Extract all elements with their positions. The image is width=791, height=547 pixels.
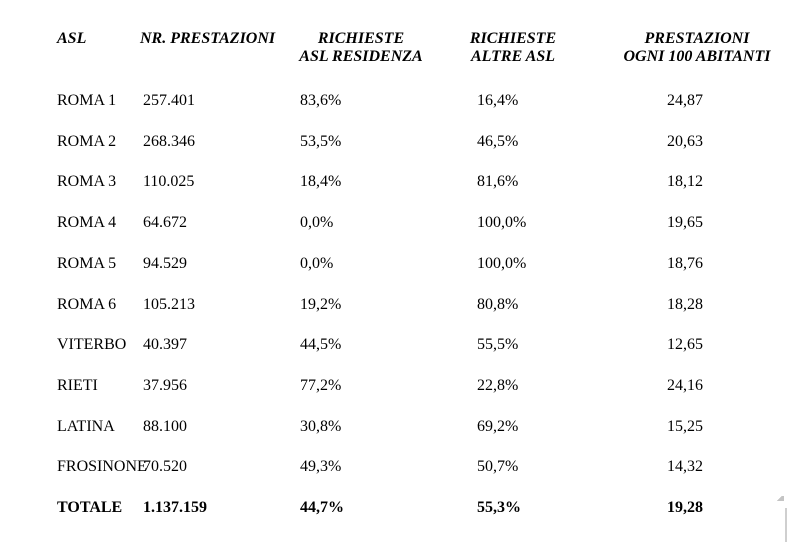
cell-nr-prestazioni: 70.520 bbox=[143, 458, 187, 476]
cell-richieste-asl-residenza: 49,3% bbox=[300, 458, 342, 476]
cell-prestazioni-ogni-100-abitanti: 19,65 bbox=[667, 214, 703, 232]
table-row: ROMA 6 105.213 19,2% 80,8% 18,28 bbox=[0, 295, 791, 315]
cell-richieste-altre-asl: 55,3% bbox=[477, 499, 521, 516]
cell-richieste-altre-asl: 55,5% bbox=[477, 336, 519, 354]
cell-nr-prestazioni: 1.137.159 bbox=[143, 499, 207, 516]
cell-prestazioni-ogni-100-abitanti: 18,12 bbox=[667, 173, 703, 191]
cell-asl: ROMA 6 bbox=[57, 295, 117, 313]
column-header-label: ALTRE ASL bbox=[470, 48, 556, 65]
cell-nr-prestazioni: 94.529 bbox=[143, 254, 187, 272]
table-row: FROSINONE 70.520 49,3% 50,7% 14,32 bbox=[0, 457, 791, 477]
cell-richieste-altre-asl: 46,5% bbox=[477, 132, 519, 150]
column-header-label: OGNI 100 ABITANTI bbox=[623, 48, 771, 65]
column-header-label: NR. PRESTAZIONI bbox=[140, 30, 276, 47]
cell-prestazioni-ogni-100-abitanti: 24,16 bbox=[667, 376, 703, 394]
column-header-richieste-asl-residenza: RICHIESTE ASL RESIDENZA bbox=[290, 30, 432, 66]
cell-nr-prestazioni: 37.956 bbox=[143, 376, 187, 394]
column-header-label: RICHIESTE bbox=[317, 30, 405, 47]
table-row: ROMA 4 64.672 0,0% 100,0% 19,65 bbox=[0, 213, 791, 233]
table-row: VITERBO 40.397 44,5% 55,5% 12,65 bbox=[0, 335, 791, 355]
cell-nr-prestazioni: 257.401 bbox=[143, 92, 195, 109]
column-header-prestazioni-ogni-100-abitanti: PRESTAZIONI OGNI 100 ABITANTI bbox=[612, 30, 782, 66]
scrollbar-track-fragment[interactable] bbox=[785, 508, 787, 542]
cell-prestazioni-ogni-100-abitanti: 18,76 bbox=[667, 254, 703, 272]
cell-asl: ROMA 4 bbox=[57, 214, 117, 232]
cell-richieste-asl-residenza: 19,2% bbox=[300, 295, 342, 313]
cell-richieste-altre-asl: 16,4% bbox=[477, 92, 519, 109]
cell-richieste-asl-residenza: 18,4% bbox=[300, 173, 342, 191]
cell-richieste-asl-residenza: 83,6% bbox=[300, 92, 342, 109]
column-header-richieste-altre-asl: RICHIESTE ALTRE ASL bbox=[443, 30, 583, 66]
cell-asl: ROMA 3 bbox=[57, 173, 117, 191]
cell-nr-prestazioni: 268.346 bbox=[143, 132, 195, 150]
cell-richieste-asl-residenza: 53,5% bbox=[300, 132, 342, 150]
cell-nr-prestazioni: 40.397 bbox=[143, 336, 187, 354]
cell-richieste-altre-asl: 80,8% bbox=[477, 295, 519, 313]
cell-prestazioni-ogni-100-abitanti: 15,25 bbox=[667, 417, 703, 435]
cell-richieste-asl-residenza: 0,0% bbox=[300, 214, 334, 232]
cell-richieste-altre-asl: 69,2% bbox=[477, 417, 519, 435]
cell-asl: VITERBO bbox=[57, 336, 127, 354]
cell-richieste-asl-residenza: 77,2% bbox=[300, 376, 342, 394]
cell-asl: ROMA 5 bbox=[57, 254, 117, 272]
cell-richieste-altre-asl: 100,0% bbox=[477, 254, 527, 272]
column-header-label: ASL bbox=[57, 30, 87, 47]
cell-prestazioni-ogni-100-abitanti: 19,28 bbox=[667, 499, 703, 516]
scrollbar-fragment[interactable] bbox=[776, 496, 784, 501]
table-row: LATINA 88.100 30,8% 69,2% 15,25 bbox=[0, 417, 791, 437]
table-row: TOTALE 1.137.159 44,7% 55,3% 19,28 bbox=[0, 498, 791, 518]
cell-prestazioni-ogni-100-abitanti: 12,65 bbox=[667, 336, 703, 354]
cell-prestazioni-ogni-100-abitanti: 18,28 bbox=[667, 295, 703, 313]
cell-richieste-asl-residenza: 30,8% bbox=[300, 417, 342, 435]
column-header-label: ASL RESIDENZA bbox=[299, 48, 423, 65]
cell-richieste-asl-residenza: 44,5% bbox=[300, 336, 342, 354]
table-row: ROMA 1 257.401 83,6% 16,4% 24,87 bbox=[0, 91, 791, 111]
cell-richieste-altre-asl: 81,6% bbox=[477, 173, 519, 191]
table-row: ROMA 5 94.529 0,0% 100,0% 18,76 bbox=[0, 254, 791, 274]
column-header-nr-prestazioni: NR. PRESTAZIONI bbox=[140, 30, 275, 48]
column-header-label: PRESTAZIONI bbox=[644, 30, 750, 47]
table-row: ROMA 2 268.346 53,5% 46,5% 20,63 bbox=[0, 132, 791, 152]
cell-asl: LATINA bbox=[57, 417, 115, 435]
cell-richieste-altre-asl: 50,7% bbox=[477, 458, 519, 476]
cell-richieste-asl-residenza: 44,7% bbox=[300, 499, 344, 516]
cell-prestazioni-ogni-100-abitanti: 14,32 bbox=[667, 458, 703, 476]
cell-prestazioni-ogni-100-abitanti: 20,63 bbox=[667, 132, 703, 150]
cell-nr-prestazioni: 110.025 bbox=[143, 173, 195, 191]
cell-asl: TOTALE bbox=[57, 499, 123, 516]
cell-asl: FROSINONE bbox=[57, 458, 147, 476]
cell-nr-prestazioni: 64.672 bbox=[143, 214, 187, 232]
cell-asl: ROMA 2 bbox=[57, 132, 117, 150]
cell-asl: ROMA 1 bbox=[57, 92, 117, 109]
table-row: RIETI 37.956 77,2% 22,8% 24,16 bbox=[0, 376, 791, 396]
cell-nr-prestazioni: 105.213 bbox=[143, 295, 195, 313]
cell-nr-prestazioni: 88.100 bbox=[143, 417, 187, 435]
cell-richieste-altre-asl: 100,0% bbox=[477, 214, 527, 232]
cell-asl: RIETI bbox=[57, 376, 98, 394]
cell-prestazioni-ogni-100-abitanti: 24,87 bbox=[667, 92, 703, 109]
column-header-asl: ASL bbox=[57, 30, 86, 48]
cell-richieste-asl-residenza: 0,0% bbox=[300, 254, 334, 272]
table-row: ROMA 3 110.025 18,4% 81,6% 18,12 bbox=[0, 172, 791, 192]
column-header-label: RICHIESTE bbox=[469, 30, 557, 47]
cell-richieste-altre-asl: 22,8% bbox=[477, 376, 519, 394]
